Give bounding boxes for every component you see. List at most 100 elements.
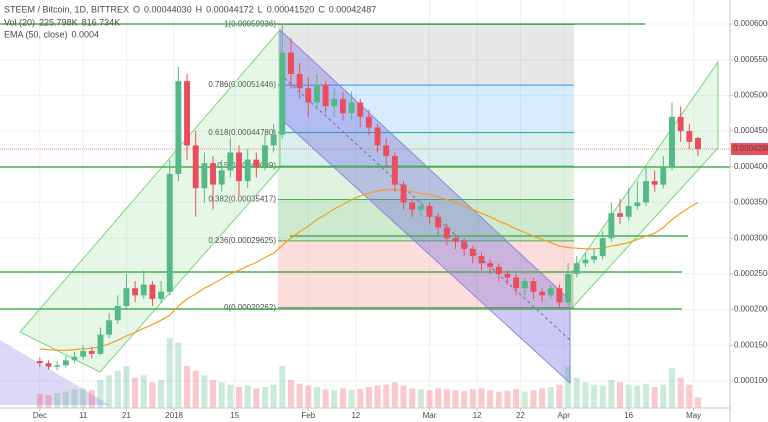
volume-bar (539, 388, 546, 408)
volume-bar (140, 375, 147, 408)
fib-label: 0.618(0.00044780) (208, 128, 276, 137)
candle-body (331, 98, 338, 107)
candle-body (123, 288, 130, 307)
time-axis (0, 408, 730, 422)
x-tick-label: 12 (351, 411, 360, 420)
volume-bar (313, 387, 320, 408)
candle-body (565, 273, 572, 303)
candle-body (461, 241, 468, 249)
candle-body (305, 88, 312, 103)
volume-bar (391, 382, 398, 408)
ohlc-value: 0.00042487 (329, 4, 377, 14)
volume (36, 338, 701, 408)
candle-body (71, 356, 78, 361)
candle-body (166, 173, 173, 292)
candle-body (296, 73, 303, 89)
x-tick-label: 11 (79, 411, 88, 420)
volume-bar (235, 387, 243, 408)
candle-body (435, 216, 442, 228)
candle-body (539, 291, 546, 296)
candle-body (210, 163, 216, 185)
volume-bar (686, 384, 693, 408)
volume-bar (547, 387, 554, 408)
price-tag-label: 0.00042487 (733, 144, 768, 153)
candle-body (348, 102, 355, 114)
ohlc-key: O (133, 4, 140, 14)
volume-bar (513, 389, 520, 408)
fib-label: 0.382(0.00035417) (208, 195, 276, 204)
volume-bar (296, 383, 303, 408)
volume-bar (36, 394, 43, 408)
volume-bar (409, 388, 416, 408)
candle-body (487, 263, 494, 267)
volume-bar (97, 380, 104, 408)
volume-bar (71, 389, 78, 408)
volume-bar (625, 384, 632, 408)
volume-bar (62, 391, 69, 408)
x-tick-label: Feb (301, 411, 315, 420)
volume-bar (478, 388, 485, 408)
y-tick-label: 0.00045000 (734, 126, 768, 135)
y-tick-label: 0.00040000 (734, 162, 768, 171)
volume-bar (80, 388, 87, 408)
fib-band (278, 199, 574, 241)
candle-body (288, 52, 294, 74)
candle-body (530, 281, 537, 292)
volume-bar (668, 368, 676, 408)
volume-bar (218, 382, 225, 408)
volume-bar (244, 385, 251, 408)
candle-body (478, 256, 485, 264)
volume-bar (123, 366, 130, 408)
volume-bar (149, 382, 156, 408)
candle-body (192, 145, 199, 189)
volume-bar (400, 385, 407, 408)
x-tick-label: May (686, 411, 701, 420)
volume-bar (88, 390, 95, 408)
ema-line (39, 189, 699, 351)
ema (39, 189, 699, 351)
candle-body (313, 84, 320, 103)
candle-body (140, 284, 147, 296)
x-tick-label: 15 (230, 411, 239, 420)
candle-body (114, 306, 121, 321)
price-axis (730, 0, 768, 422)
volume-bar (227, 384, 234, 408)
candle-body (218, 170, 225, 185)
x-tick-label: 22 (516, 411, 525, 420)
volume-bar (287, 380, 294, 408)
fib-label: 0(0.00020262) (224, 303, 276, 312)
volume-bar (694, 397, 701, 408)
ema-name: EMA (50, close) (4, 29, 68, 39)
volume-bar (608, 380, 615, 408)
volume-bar (322, 389, 329, 408)
fib-band (278, 132, 574, 167)
candle-body (400, 184, 407, 203)
candle-body (357, 102, 364, 117)
candle-body (617, 213, 623, 217)
volume-name: Vol (20) (4, 17, 35, 27)
volume-bar (331, 390, 338, 408)
candle-body (625, 206, 632, 217)
y-tick-label: 0.00050000 (734, 91, 768, 100)
candle-body (591, 256, 597, 260)
candle-body (443, 227, 450, 239)
fib-label: 0.786(0.00051446) (208, 80, 276, 89)
volume-bar (132, 377, 139, 408)
volume-bar (452, 390, 459, 408)
candle-body (365, 116, 372, 128)
candle-body (469, 248, 476, 257)
price-tag (731, 143, 768, 156)
volume-bar (426, 390, 433, 408)
candle-body (253, 159, 260, 167)
channel-shade (0, 340, 110, 405)
volume-bar (435, 388, 442, 408)
volume-bar (184, 366, 191, 408)
volume-bar (642, 383, 650, 408)
volume-bar (591, 384, 598, 408)
volume-bar (357, 388, 364, 408)
x-tick-label: 21 (122, 411, 131, 420)
candle-body (417, 206, 424, 210)
x-tick-label: 2018 (165, 411, 183, 420)
symbol: STEEM / Bitcoin, 1D, BITTREX (4, 4, 129, 14)
